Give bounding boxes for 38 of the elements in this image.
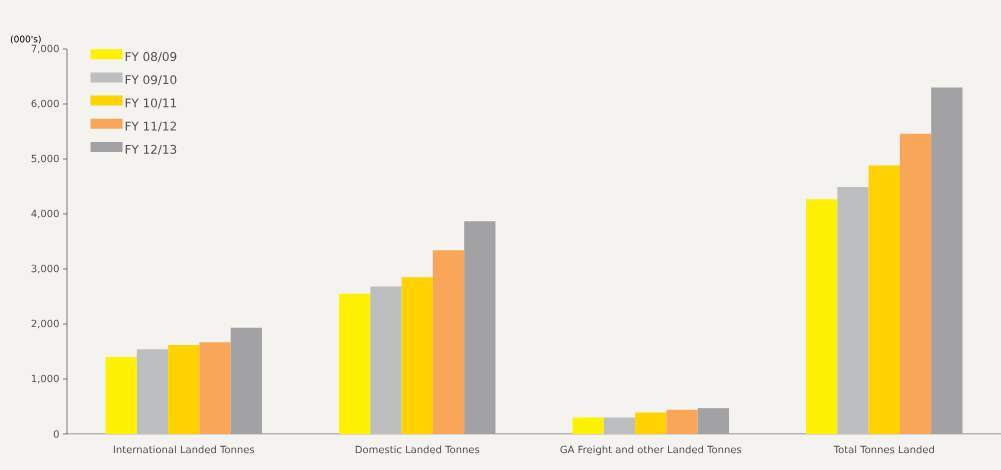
bar — [401, 277, 433, 434]
bar — [105, 356, 137, 434]
bar — [868, 165, 900, 434]
y-tick-label: 1,000 — [31, 374, 59, 384]
bar — [666, 409, 698, 434]
x-tick-label: International Landed Tonnes — [113, 445, 255, 454]
x-tick-label: Domestic Landed Tonnes — [355, 445, 480, 454]
bar — [230, 327, 262, 434]
y-tick-label: 4,000 — [31, 209, 59, 219]
y-axis-title: (000's) — [10, 35, 41, 44]
bar — [603, 417, 636, 434]
x-tick-label: GA Freight and other Landed Tonnes — [560, 445, 742, 456]
legend-label: FY 12/13 — [125, 144, 177, 155]
y-tick-label: 7,000 — [31, 44, 59, 54]
bar — [432, 250, 465, 434]
bar — [837, 187, 869, 434]
bar — [168, 344, 200, 434]
bar — [931, 87, 963, 434]
bar — [370, 286, 402, 434]
legend-label: FY 10/11 — [125, 98, 177, 109]
bar — [339, 293, 371, 434]
bar — [199, 342, 231, 434]
bar — [697, 408, 729, 434]
bar — [464, 221, 496, 434]
y-tick-label: 3,000 — [31, 264, 59, 274]
legend-label: FY 11/12 — [125, 121, 176, 132]
bar — [572, 417, 604, 434]
bar — [136, 349, 169, 434]
y-tick-label: 6,000 — [31, 99, 59, 109]
y-tick-label: 2,000 — [31, 319, 59, 329]
bar — [806, 199, 838, 434]
x-tick-label: Total Tonnes Landed — [833, 445, 934, 454]
y-tick-label: 0 — [53, 430, 59, 438]
legend-label: FY 09/10 — [125, 75, 177, 86]
bar — [635, 412, 667, 434]
y-tick-label: 5,000 — [31, 154, 59, 164]
bar — [899, 133, 932, 434]
legend-label: FY 08/09 — [125, 51, 177, 63]
